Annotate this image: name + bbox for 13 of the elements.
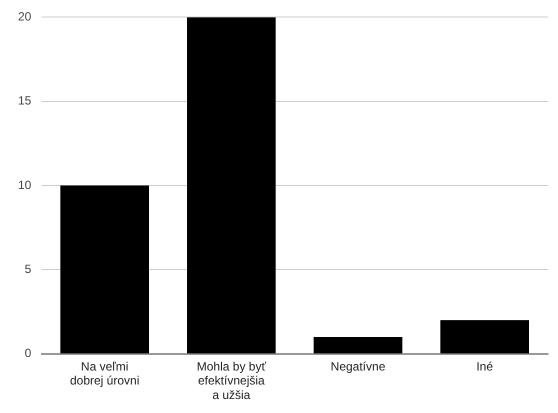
x-tick-label: Iné: [476, 359, 494, 374]
bar: [60, 186, 150, 354]
y-tick-label: 5: [24, 262, 32, 276]
y-tick-label: 0: [24, 346, 32, 360]
x-tick-label: Mohla by byť efektívnejšia a užšia: [196, 359, 266, 402]
bar: [440, 320, 529, 354]
x-tick-label: Na veľmi dobrej úrovni: [70, 359, 140, 388]
y-tick-label: 20: [18, 10, 32, 24]
y-tick-label: 10: [18, 178, 32, 192]
bar: [314, 336, 402, 354]
bar: [187, 17, 276, 354]
y-tick-label: 15: [18, 94, 32, 108]
x-tick-label: Negatívne: [330, 359, 386, 374]
